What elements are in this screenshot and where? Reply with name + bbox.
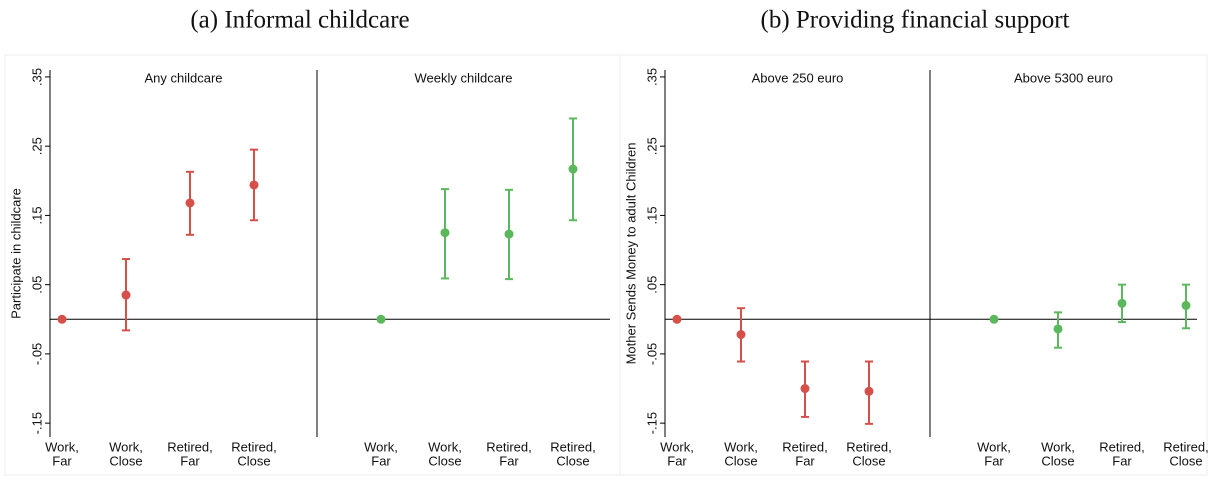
panel-label: Above 5300 euro [1014, 70, 1113, 85]
panel-label: Any childcare [144, 70, 222, 85]
y-tick-label: -.05 [644, 343, 659, 365]
x-tick-label: Far [1112, 453, 1132, 468]
y-tick-label: .05 [29, 276, 44, 294]
y-axis-label: Mother Sends Money to adult Children [623, 143, 638, 365]
point [1053, 324, 1063, 334]
x-tick-label: Retired, [486, 439, 532, 454]
x-tick-label: Close [428, 453, 461, 468]
x-tick-label: Work, [724, 439, 758, 454]
x-tick-label: Close [724, 453, 757, 468]
x-tick-label: Work, [660, 439, 694, 454]
y-axis-label: Participate in childcare [8, 188, 23, 319]
y-tick-label: -.05 [29, 343, 44, 365]
chart-title: (a) Informal childcare [190, 7, 409, 34]
x-tick-label: Retired, [550, 439, 596, 454]
y-tick-label: .35 [29, 68, 44, 86]
x-tick-label: Far [984, 453, 1004, 468]
x-tick-label: Work, [428, 439, 462, 454]
x-tick-label: Work, [364, 439, 398, 454]
panel-label: Above 250 euro [752, 70, 844, 85]
chart-title: (b) Providing financial support [761, 7, 1070, 34]
y-tick-label: .15 [644, 206, 659, 224]
x-tick-label: Far [52, 453, 72, 468]
y-tick-label: -.15 [29, 412, 44, 434]
x-tick-label: Work, [1041, 439, 1075, 454]
x-tick-label: Far [795, 453, 815, 468]
panel-frame [4, 54, 621, 476]
point [672, 314, 682, 324]
x-tick-label: Far [667, 453, 687, 468]
point [736, 330, 746, 340]
x-tick-label: Far [371, 453, 391, 468]
x-tick-label: Work, [977, 439, 1011, 454]
y-tick-label: .25 [29, 137, 44, 155]
x-tick-label: Retired, [846, 439, 892, 454]
y-tick-label: .25 [644, 137, 659, 155]
x-tick-label: Close [1169, 453, 1202, 468]
x-tick-label: Close [852, 453, 885, 468]
x-tick-label: Retired, [167, 439, 213, 454]
y-tick-label: .35 [644, 68, 659, 86]
x-tick-label: Work, [109, 439, 143, 454]
y-tick-label: .05 [644, 276, 659, 294]
point [1181, 300, 1191, 310]
point [121, 290, 131, 300]
point [864, 386, 874, 396]
x-tick-label: Work, [45, 439, 79, 454]
y-tick-label: -.15 [644, 412, 659, 434]
point [376, 314, 386, 324]
x-tick-label: Retired, [1163, 439, 1209, 454]
x-tick-label: Retired, [782, 439, 828, 454]
point [185, 198, 195, 208]
x-tick-label: Close [556, 453, 589, 468]
panel-label: Weekly childcare [414, 70, 512, 85]
x-tick-label: Close [109, 453, 142, 468]
point [504, 229, 514, 239]
x-tick-label: Retired, [1099, 439, 1145, 454]
x-tick-label: Close [237, 453, 270, 468]
point [800, 384, 810, 394]
point [249, 180, 259, 190]
y-tick-label: .15 [29, 206, 44, 224]
x-tick-label: Retired, [231, 439, 277, 454]
point [568, 164, 578, 174]
x-tick-label: Far [499, 453, 519, 468]
point [57, 314, 67, 324]
x-tick-label: Far [180, 453, 200, 468]
point [440, 228, 450, 238]
point [1117, 298, 1127, 308]
panel-frame [619, 54, 1208, 476]
point [989, 314, 999, 324]
x-tick-label: Close [1041, 453, 1074, 468]
